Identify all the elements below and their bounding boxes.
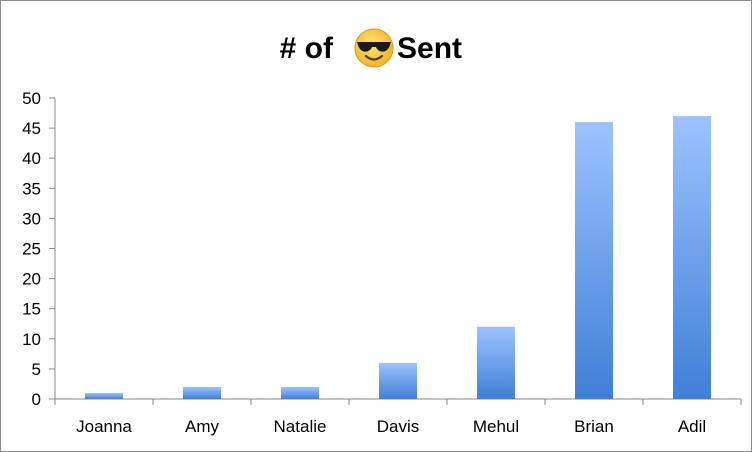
chart-title: # of Sent: [280, 28, 462, 68]
x-tick-label: Amy: [185, 417, 220, 436]
y-tick-label: 5: [32, 360, 41, 379]
bar-amy: [183, 386, 221, 399]
x-tick-label: Davis: [377, 417, 420, 436]
y-tick-label: 50: [22, 89, 41, 108]
y-tick-label: 20: [22, 270, 41, 289]
x-axis-ticks: Joanna Amy Natalie Davis Mehul Brian Adil: [54, 399, 742, 436]
bar-mehul: [477, 326, 515, 399]
smiling-face-with-sunglasses-icon: [354, 28, 394, 68]
y-tick-label: 10: [22, 330, 41, 349]
x-tick-label: Joanna: [76, 417, 132, 436]
y-tick-label: 35: [22, 179, 41, 198]
x-tick-label: Natalie: [274, 417, 327, 436]
x-tick-label: Adil: [678, 417, 706, 436]
bar-brian: [575, 122, 613, 399]
x-tick-label: Mehul: [473, 417, 519, 436]
y-tick-label: 30: [22, 209, 41, 228]
y-axis-ticks: 0 5 10 15 20 25 30 35 40 45 50: [22, 89, 55, 409]
y-tick-label: 45: [22, 119, 41, 138]
y-tick-label: 25: [22, 240, 41, 259]
bar-joanna: [85, 392, 123, 399]
bar-davis: [379, 362, 417, 399]
chart-title-suffix: Sent: [397, 32, 462, 65]
y-tick-label: 15: [22, 300, 41, 319]
y-tick-label: 0: [32, 390, 41, 409]
x-tick-label: Brian: [574, 417, 614, 436]
chart-title-prefix: # of: [280, 32, 334, 65]
bar-natalie: [281, 386, 319, 399]
bar-adil: [673, 116, 711, 399]
bars: [85, 116, 711, 399]
y-tick-label: 40: [22, 149, 41, 168]
